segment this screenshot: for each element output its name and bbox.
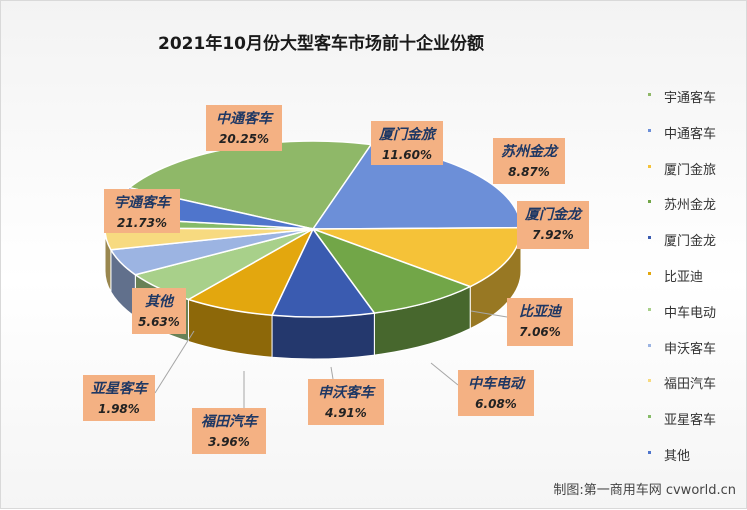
data-label-name: 申沃客车	[318, 384, 376, 401]
pie-data-labels: 宇通客车 21.73% 中通客车 20.25% 厦门金旅 11.60% 苏州金龙 8.87% 厦…	[83, 105, 589, 454]
leader-line-5	[470, 310, 508, 318]
data-label-value: 7.06%	[519, 325, 561, 339]
data-label-box	[493, 138, 565, 184]
legend-label: 比亚迪	[664, 269, 704, 285]
data-label-box	[507, 298, 573, 346]
watermark: 制图:第一商用车网 cvworld.cn	[553, 483, 736, 498]
legend-swatch	[648, 307, 651, 311]
legend-item: 福田汽车	[638, 369, 746, 405]
data-label-value: 8.87%	[508, 165, 550, 179]
data-label-value: 1.98%	[98, 402, 140, 416]
legend-label: 厦门金龙	[664, 234, 717, 250]
data-label-value: 21.73%	[117, 216, 167, 230]
leader-line-7	[330, 366, 334, 380]
data-label-name: 中车电动	[468, 375, 526, 392]
legend-item: 宇通客车	[638, 83, 746, 119]
legend-swatch	[648, 200, 651, 204]
data-label-name: 其他	[145, 293, 175, 310]
data-label-box	[132, 288, 186, 334]
legend-label: 苏州金龙	[664, 198, 717, 214]
leader-line-6	[430, 362, 459, 386]
legend-swatch	[648, 236, 651, 240]
legend-swatch	[648, 93, 651, 96]
leader-line-9	[154, 330, 195, 394]
legend-item: 申沃客车	[638, 334, 746, 370]
legend-label: 中车电动	[664, 305, 717, 321]
legend-item: 亚星客车	[638, 405, 746, 441]
data-label-box	[104, 189, 180, 233]
legend-label: 福田汽车	[664, 377, 717, 393]
pie-slice-4	[270, 227, 376, 318]
data-label-box	[517, 201, 589, 249]
legend-swatch	[648, 379, 651, 383]
pie-side-4	[271, 312, 375, 360]
legend-label: 申沃客车	[664, 341, 717, 357]
legend-swatch	[648, 343, 651, 347]
data-label-value: 4.91%	[324, 406, 367, 420]
legend-swatch	[648, 450, 651, 454]
data-label-value: 6.08%	[475, 397, 517, 411]
data-label-name: 厦门金龙	[524, 206, 583, 223]
data-label-box	[458, 370, 534, 416]
data-label-box	[371, 121, 443, 165]
data-label-box	[308, 379, 384, 425]
legend-item: 比亚迪	[638, 262, 746, 298]
data-label-name: 宇通客车	[114, 194, 172, 211]
legend-label: 中通客车	[664, 126, 717, 142]
data-label-name: 厦门金旅	[378, 126, 438, 143]
data-label-box	[206, 105, 282, 151]
data-label-name: 苏州金龙	[501, 143, 559, 160]
data-label-value: 7.92%	[532, 228, 574, 242]
data-label-name: 福田汽车	[201, 413, 259, 430]
legend-label: 其他	[664, 448, 691, 464]
legend-item: 厦门金旅	[638, 155, 746, 191]
legend-label: 宇通客车	[664, 91, 717, 106]
data-label-name: 亚星客车	[91, 380, 149, 397]
legend-swatch	[648, 128, 651, 132]
legend-item: 厦门金龙	[638, 226, 746, 262]
data-label-name: 比亚迪	[519, 304, 563, 320]
legend-swatch	[648, 164, 651, 168]
data-label-box	[192, 408, 266, 454]
pie-slice-3	[310, 227, 473, 314]
legend-swatch	[648, 415, 651, 419]
data-label-box	[83, 375, 155, 421]
legend-label: 亚星客车	[664, 413, 717, 429]
data-label-value: 3.96%	[208, 435, 250, 449]
data-label-value: 20.25%	[219, 132, 269, 146]
chart-legend: 宇通客车中通客车厦门金旅苏州金龙厦门金龙比亚迪中车电动申沃客车福田汽车亚星客车其…	[638, 83, 746, 477]
data-label-name: 中通客车	[216, 110, 274, 127]
legend-item: 中通客车	[638, 119, 746, 155]
data-label-value: 11.60%	[382, 148, 432, 162]
data-label-value: 5.63%	[138, 315, 180, 329]
legend-item: 其他	[638, 441, 746, 477]
legend-swatch	[648, 271, 651, 275]
legend-label: 厦门金旅	[664, 162, 717, 178]
legend-item: 苏州金龙	[638, 190, 746, 226]
chart-title: 2021年10月份大型客车市场前十企业份额	[158, 34, 484, 54]
legend-item: 中车电动	[638, 298, 746, 334]
